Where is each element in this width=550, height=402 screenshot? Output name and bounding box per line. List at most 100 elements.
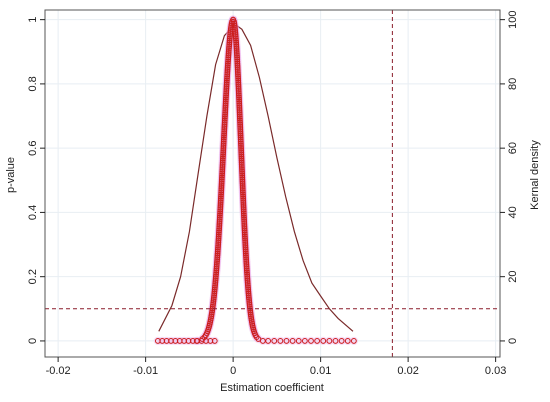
data-point — [226, 35, 233, 42]
data-point — [219, 172, 225, 179]
data-point — [220, 146, 227, 152]
data-point — [217, 204, 224, 211]
data-point — [242, 244, 249, 251]
data-point — [320, 338, 327, 344]
data-point — [241, 214, 247, 221]
data-point — [215, 231, 222, 238]
data-point — [234, 52, 240, 59]
data-point — [225, 60, 231, 67]
data-point — [211, 286, 218, 293]
data-point — [213, 271, 219, 278]
data-point — [314, 338, 321, 344]
data-point — [215, 239, 222, 245]
data-point — [220, 153, 226, 160]
data-point — [240, 199, 247, 206]
data-point — [242, 233, 248, 240]
data-point — [217, 203, 224, 209]
data-point — [236, 115, 243, 122]
data-point — [240, 208, 247, 215]
data-point — [212, 277, 219, 283]
data-point — [220, 144, 227, 150]
data-point — [214, 258, 220, 264]
data-point — [237, 140, 244, 147]
data-point — [243, 267, 250, 274]
data-point — [239, 176, 246, 183]
points-layer — [153, 15, 359, 346]
data-point — [244, 269, 250, 276]
point-halo — [325, 336, 334, 346]
data-point — [289, 338, 296, 344]
data-point — [217, 208, 224, 215]
data-point — [277, 338, 284, 344]
density-layer — [158, 25, 354, 332]
data-point — [225, 47, 232, 53]
point-halo — [343, 336, 352, 346]
point-halo — [306, 336, 316, 346]
data-point — [222, 111, 228, 118]
data-point — [224, 64, 231, 71]
data-point — [221, 119, 228, 126]
data-point — [213, 267, 220, 274]
y-right-tick-label: 100 — [507, 10, 519, 28]
data-point — [213, 263, 220, 270]
data-point — [219, 166, 226, 173]
data-point — [240, 206, 247, 213]
data-point — [224, 62, 231, 69]
data-point — [223, 88, 230, 95]
data-point — [237, 117, 243, 124]
data-point — [232, 30, 239, 36]
y-axis-left-title: p-value — [5, 157, 17, 193]
data-point — [225, 52, 232, 59]
data-point — [241, 218, 248, 225]
point-halo — [282, 336, 291, 346]
data-point — [221, 125, 228, 131]
data-point — [236, 96, 242, 103]
data-point — [234, 62, 241, 69]
data-point — [238, 161, 245, 168]
data-point — [218, 193, 224, 200]
data-point — [219, 163, 226, 169]
x-tick-label: 0.01 — [310, 365, 331, 377]
data-point — [235, 71, 241, 78]
data-point — [271, 338, 278, 344]
data-point — [234, 58, 241, 65]
data-point — [235, 75, 242, 82]
data-point — [219, 170, 226, 177]
data-point — [212, 275, 219, 282]
data-point — [217, 197, 224, 204]
data-point — [233, 39, 240, 46]
data-point — [243, 260, 250, 266]
data-point — [215, 241, 222, 247]
data-point — [237, 138, 244, 145]
data-point — [217, 210, 223, 217]
data-point — [242, 237, 249, 244]
point-halo — [288, 336, 297, 346]
data-point — [308, 338, 314, 344]
data-point — [221, 115, 228, 122]
data-point — [236, 92, 242, 99]
data-point — [295, 338, 302, 344]
point-halo — [319, 336, 328, 346]
data-point — [222, 104, 229, 110]
data-point — [344, 338, 351, 344]
data-point — [244, 279, 251, 285]
data-point — [213, 269, 220, 276]
data-point — [245, 292, 252, 299]
x-tick-label: 0.02 — [397, 365, 418, 377]
plot-frame — [44, 9, 501, 358]
data-point — [216, 216, 223, 223]
data-point — [244, 281, 251, 287]
data-point — [224, 68, 231, 74]
data-point — [239, 174, 246, 181]
data-point — [218, 185, 225, 192]
data-point — [239, 170, 246, 177]
data-point — [239, 184, 246, 190]
data-point — [240, 197, 247, 204]
data-point — [235, 87, 242, 93]
data-point — [224, 66, 231, 72]
data-point — [221, 123, 228, 130]
data-point — [240, 203, 247, 209]
data-point — [216, 229, 222, 236]
data-point — [224, 71, 231, 78]
point-halo — [210, 336, 219, 346]
